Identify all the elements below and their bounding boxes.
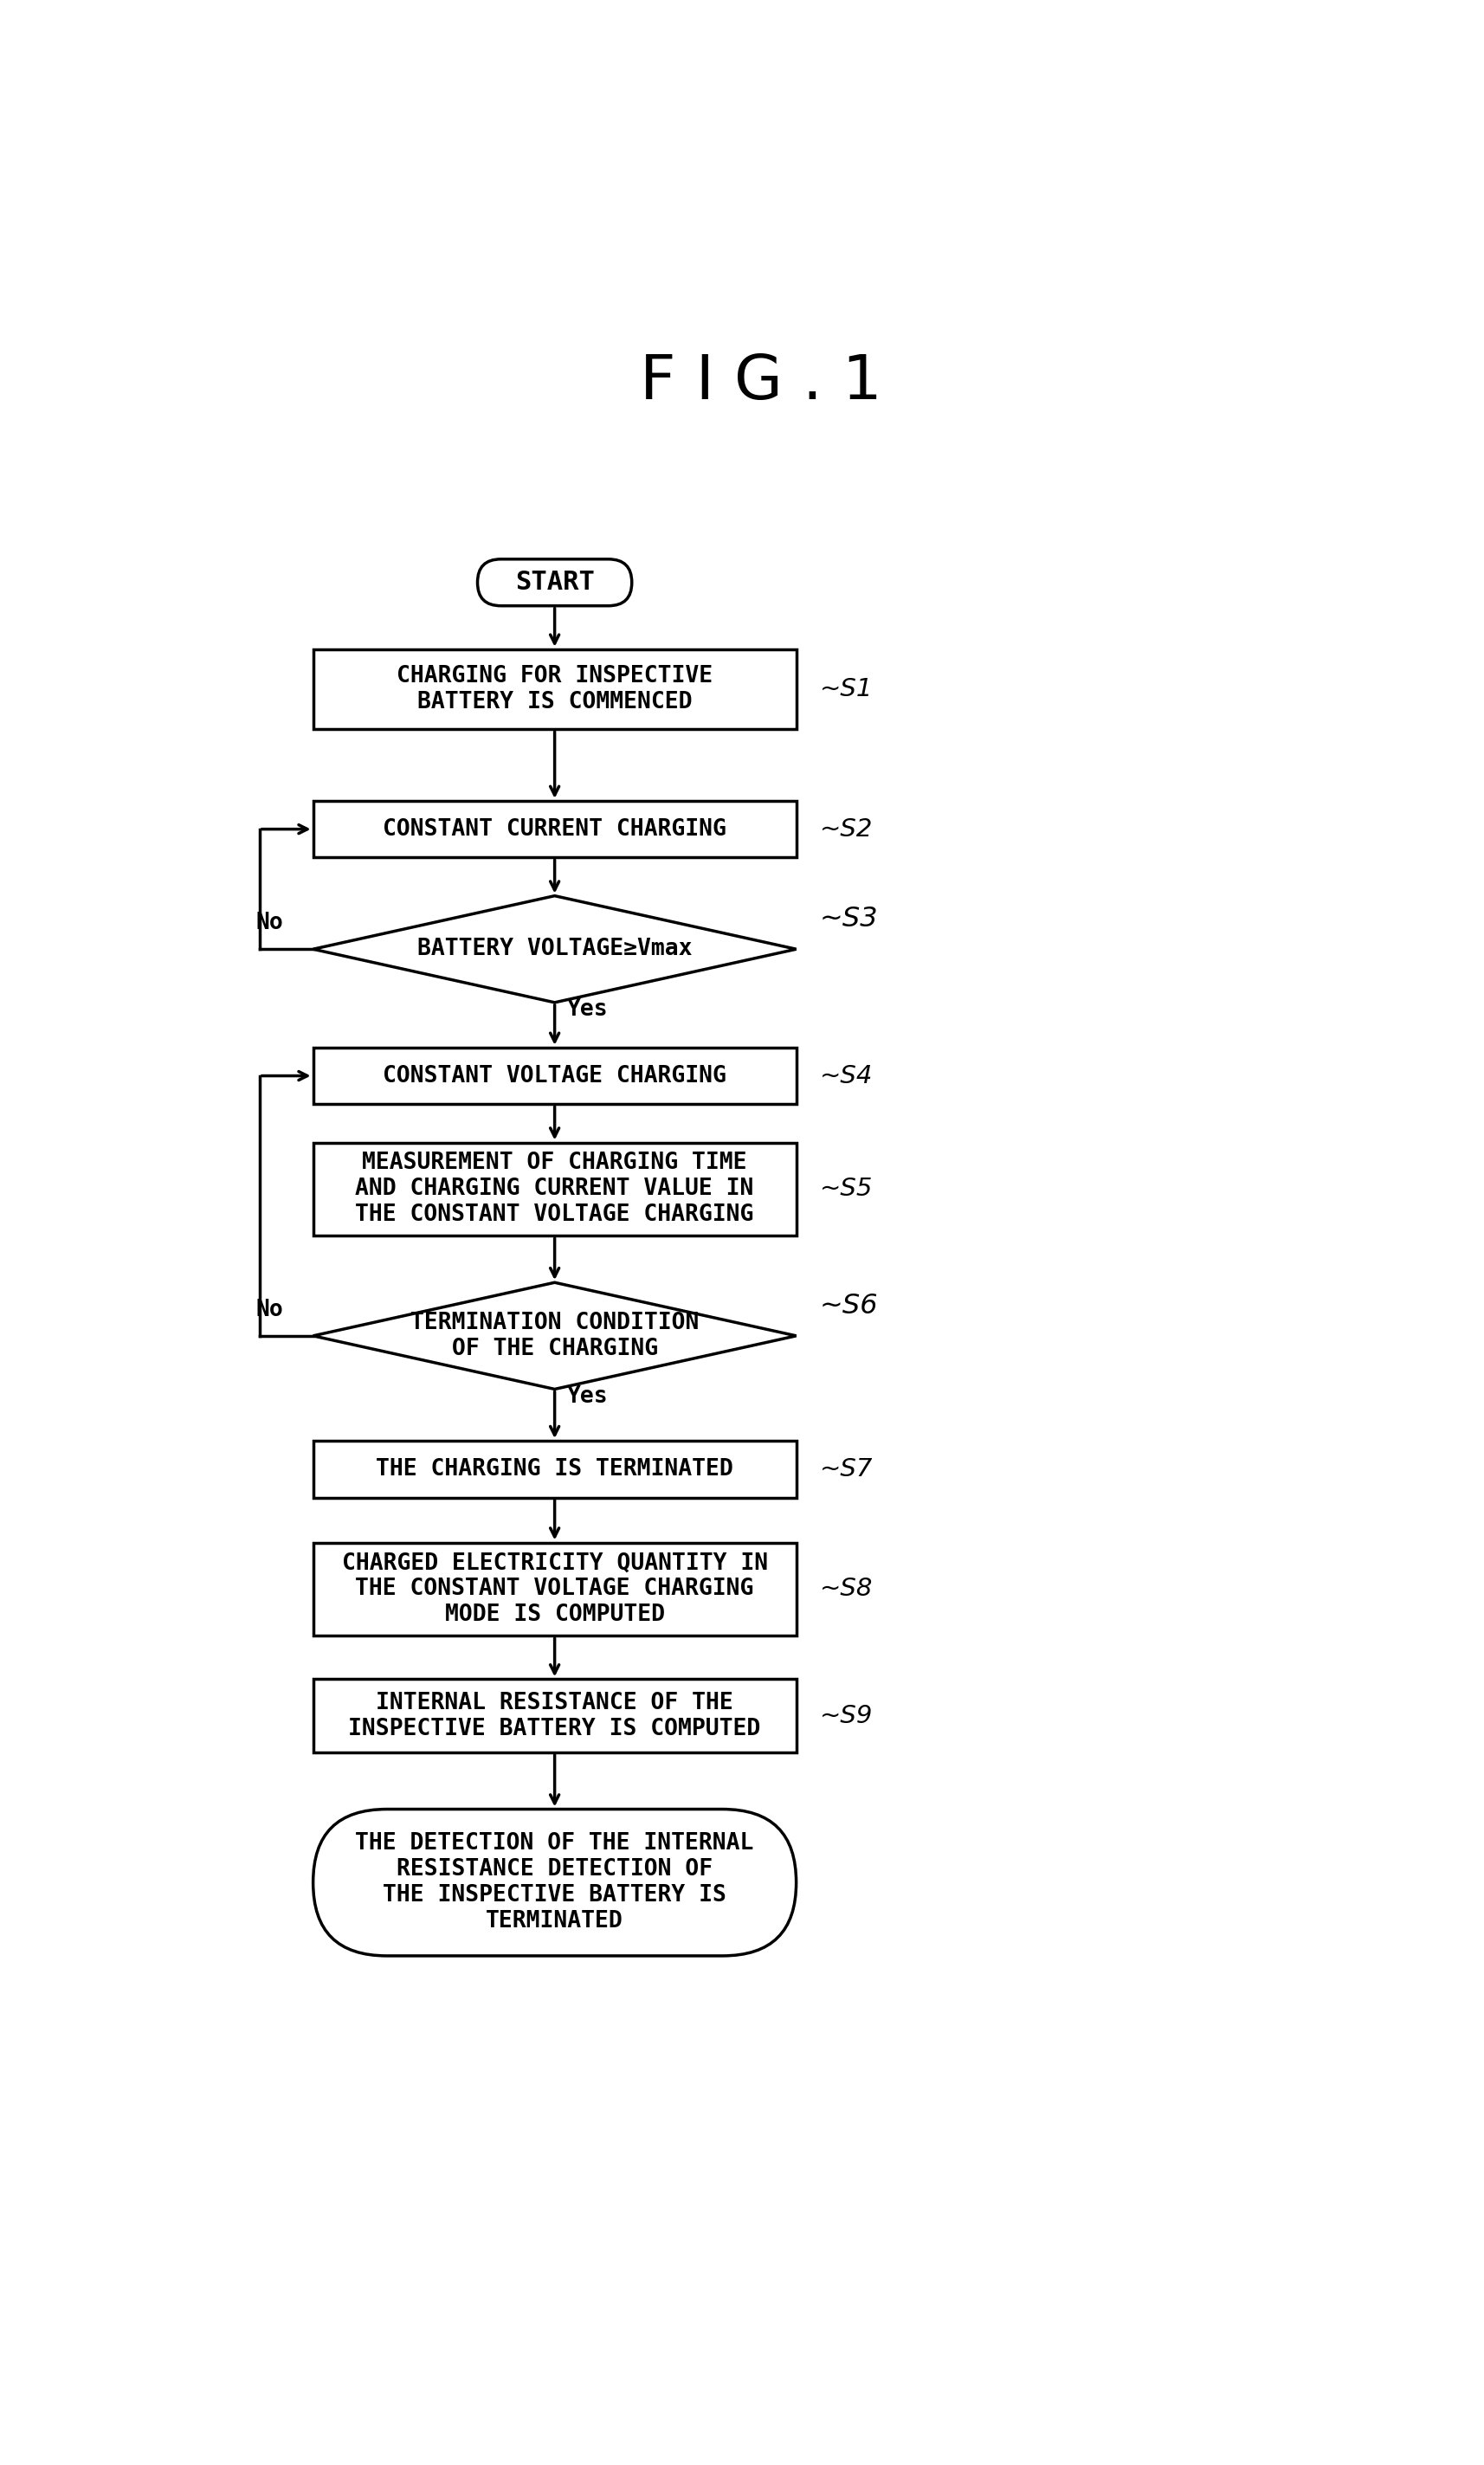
Bar — [313, 1543, 795, 1637]
Text: F I G . 1: F I G . 1 — [640, 352, 881, 412]
Text: ~S7: ~S7 — [819, 1457, 873, 1481]
Text: TERMINATION CONDITION
OF THE CHARGING: TERMINATION CONDITION OF THE CHARGING — [410, 1311, 699, 1361]
Text: CHARGING FOR INSPECTIVE
BATTERY IS COMMENCED: CHARGING FOR INSPECTIVE BATTERY IS COMME… — [396, 666, 712, 712]
Text: CONSTANT VOLTAGE CHARGING: CONSTANT VOLTAGE CHARGING — [383, 1065, 726, 1087]
Text: MEASUREMENT OF CHARGING TIME
AND CHARGING CURRENT VALUE IN
THE CONSTANT VOLTAGE : MEASUREMENT OF CHARGING TIME AND CHARGIN… — [355, 1151, 754, 1228]
Text: Yes: Yes — [567, 998, 607, 1021]
Text: INTERNAL RESISTANCE OF THE
INSPECTIVE BATTERY IS COMPUTED: INTERNAL RESISTANCE OF THE INSPECTIVE BA… — [349, 1691, 760, 1740]
Bar — [313, 1442, 795, 1499]
Text: ~S1: ~S1 — [819, 678, 873, 700]
Text: ~S3: ~S3 — [819, 905, 877, 932]
Text: ~S5: ~S5 — [819, 1176, 873, 1200]
FancyBboxPatch shape — [478, 560, 632, 606]
Text: No: No — [255, 1299, 283, 1321]
Text: BATTERY VOLTAGE≥Vmax: BATTERY VOLTAGE≥Vmax — [417, 937, 692, 961]
FancyBboxPatch shape — [313, 1809, 795, 1955]
Text: CHARGED ELECTRICITY QUANTITY IN
THE CONSTANT VOLTAGE CHARGING
MODE IS COMPUTED: CHARGED ELECTRICITY QUANTITY IN THE CONS… — [341, 1553, 767, 1627]
Polygon shape — [313, 895, 795, 1003]
Text: START: START — [515, 569, 594, 594]
Bar — [313, 1048, 795, 1104]
Text: ~S2: ~S2 — [819, 816, 873, 841]
Text: CONSTANT CURRENT CHARGING: CONSTANT CURRENT CHARGING — [383, 818, 726, 841]
Bar — [313, 1679, 795, 1753]
Text: Yes: Yes — [567, 1385, 607, 1408]
Text: THE CHARGING IS TERMINATED: THE CHARGING IS TERMINATED — [375, 1457, 733, 1481]
Text: THE DETECTION OF THE INTERNAL
RESISTANCE DETECTION OF
THE INSPECTIVE BATTERY IS
: THE DETECTION OF THE INTERNAL RESISTANCE… — [355, 1831, 754, 1933]
Bar — [313, 801, 795, 858]
Text: No: No — [255, 912, 283, 934]
Polygon shape — [313, 1282, 795, 1390]
Text: ~S4: ~S4 — [819, 1065, 873, 1087]
Bar — [313, 648, 795, 730]
Text: ~S6: ~S6 — [819, 1292, 877, 1319]
Bar — [313, 1141, 795, 1235]
Text: ~S9: ~S9 — [819, 1703, 873, 1728]
Text: ~S8: ~S8 — [819, 1578, 873, 1602]
